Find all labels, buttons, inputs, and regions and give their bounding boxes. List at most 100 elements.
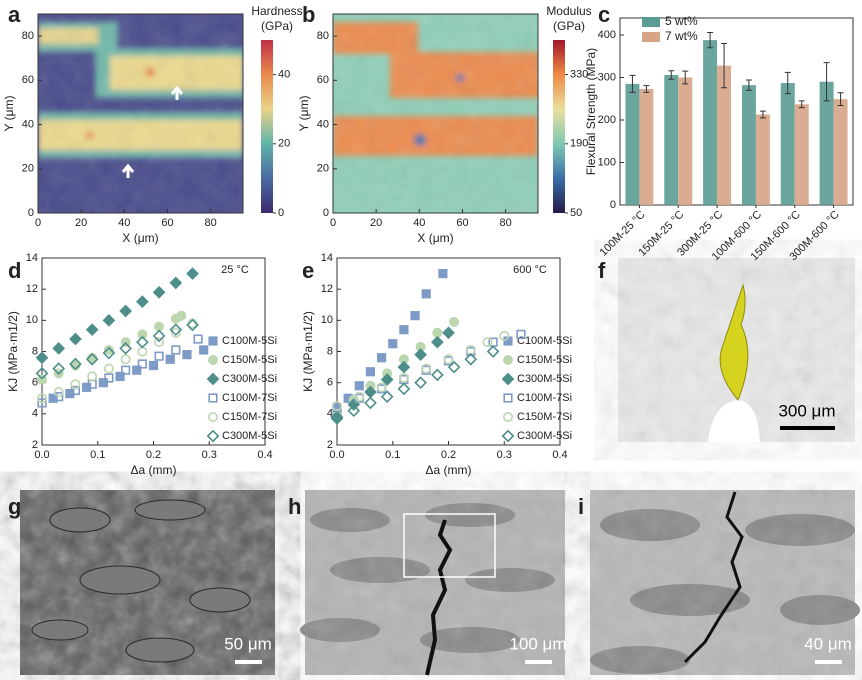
marker [516,329,526,339]
marker [399,325,409,335]
x-tick-label: 60 [456,217,468,229]
sem-image-g [20,490,275,675]
y-tick-label: 200 [598,114,616,126]
error-bar [643,85,650,93]
annotation: 25 °C [221,264,249,276]
legend-marker [501,372,515,386]
panel-label: b [302,2,315,27]
error-bar [745,79,752,91]
y-tick-label: 2 [327,439,333,451]
y-tick-label: 400 [598,29,616,41]
legend-marker [208,336,218,346]
colorbar-label: (GPa) [553,19,585,33]
marker [85,352,99,366]
x-tick-label: 40 [118,217,130,229]
x-tick-label: 0.2 [441,449,456,461]
marker [35,366,49,380]
marker [137,329,148,340]
y-tick-label: 60 [317,74,329,86]
y-tick-label: 0 [323,207,329,219]
marker [85,323,99,337]
colorbar-label: Hardness [251,4,302,18]
marker [376,382,387,393]
scale-bar-label: 40 μm [804,634,852,653]
marker [137,359,147,369]
marker [482,337,493,348]
marker [447,360,461,374]
colorbar-label: Modulus [546,4,591,18]
x-tick-label: 0.2 [146,449,161,461]
marker [364,396,377,410]
marker [119,304,132,318]
plot-frame [332,13,539,214]
bar [794,104,809,205]
marker [380,390,394,404]
legend-label: C100M-7Si [517,392,572,404]
legend-label: C300M-5Si [517,430,572,442]
marker [98,378,108,388]
sem-image-i [590,490,860,675]
legend-label: C100M-5Si [222,335,277,347]
marker [443,354,454,365]
x-tick-label: 0 [35,217,41,229]
marker [169,276,183,290]
y-axis-label: Flexural Strength (MPa) [584,48,598,175]
y-tick-label: 20 [317,163,329,175]
marker [432,327,443,338]
legend-label: 7 wt% [665,29,698,43]
crack-3d-render [618,258,855,442]
legend-label: C150M-5Si [517,354,572,366]
marker [421,363,432,374]
y-axis-label: Y (μm) [2,95,16,131]
colorbar-tick-label: 330 [570,69,588,81]
x-axis-label: Δa (mm) [130,463,176,477]
legend-marker [206,372,220,386]
marker [148,360,159,371]
legend-marker [502,411,513,422]
y-tick-label: 6 [327,377,333,389]
scale-bar-label: 50 μm [224,634,272,653]
marker [104,373,114,383]
plot-frame [37,13,244,214]
annotation: 600 °C [513,264,547,276]
panel-label: e [302,258,314,283]
bar [678,77,693,205]
legend-swatch [642,17,660,27]
panel-label: c [598,2,610,27]
marker [102,314,116,327]
y-tick-label: 14 [26,252,38,264]
y-axis-label: KJ (MPa·m1/2) [301,311,315,392]
marker [414,348,427,361]
x-tick-label: 0 [330,217,336,229]
x-tick-label: 0.1 [385,449,400,461]
marker [330,410,344,424]
y-axis-label: Y (μm) [297,95,311,131]
marker [464,352,478,366]
marker [499,330,510,341]
legend-marker [502,354,513,365]
marker [165,354,175,364]
legend-label: C100M-7Si [222,392,277,404]
marker [398,372,409,383]
y-tick-label: 12 [321,283,333,295]
marker [176,310,187,321]
y-tick-label: 60 [22,74,34,86]
error-bar [798,100,805,109]
marker [388,339,398,349]
legend-label: C100M-5Si [517,335,572,347]
marker [52,342,66,355]
x-tick-label: 80 [500,217,512,229]
marker [431,335,444,349]
marker [54,392,64,402]
x-axis-label: X (μm) [122,231,158,245]
marker [132,365,142,375]
modulus-map [333,14,538,213]
marker [154,321,165,332]
marker [136,335,149,349]
marker [397,382,411,396]
bar [664,74,679,205]
marker [115,371,125,382]
legend-label: C150M-5Si [222,354,277,366]
marker [137,346,148,357]
